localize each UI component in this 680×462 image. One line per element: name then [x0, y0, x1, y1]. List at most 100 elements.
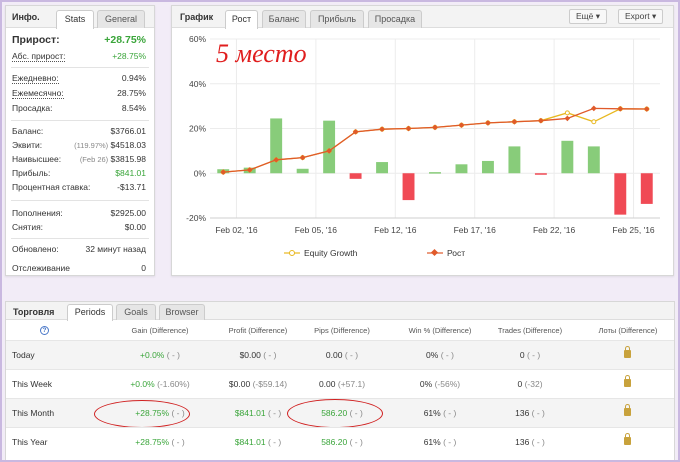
legend-equity-growth: Equity Growth: [304, 248, 358, 258]
info-header: Инфо. Stats General: [6, 6, 154, 29]
equity-growth-line: [223, 108, 647, 173]
growth-point: [326, 148, 332, 154]
chart-legend: Equity Growth Рост: [284, 248, 465, 258]
help-icon[interactable]: ?: [40, 326, 49, 335]
growth-point: [299, 154, 306, 161]
growth-chart: 60%40%20%0%-20% Feb 02, '16 Feb 05, '16 Fe…: [186, 34, 660, 258]
growth-value: +28.75%: [104, 34, 146, 46]
col-win[interactable]: Win % (Difference): [408, 326, 472, 335]
tab-browser[interactable]: Browser: [159, 304, 205, 320]
info-title: Инфо.: [12, 12, 40, 22]
info-panel: Инфо. Stats General Прирост: +28.75% Абс…: [5, 5, 155, 276]
trading-panel: Торговля Periods Goals Browser ? Gain (D…: [5, 301, 675, 462]
drawdown-label: Просадка:: [12, 103, 53, 113]
export-button[interactable]: Export ▾: [618, 9, 664, 24]
abs-growth-value: +28.75%: [112, 51, 146, 61]
win-value: 0%: [426, 350, 439, 360]
growth-point: [485, 120, 491, 126]
col-profit[interactable]: Profit (Difference): [228, 326, 288, 335]
growth-point: [273, 156, 280, 163]
trades-diff: ( - ): [526, 350, 541, 360]
chart-panel: График Рост Баланс Прибыль Просадка Ещё …: [171, 5, 674, 276]
equity-note: (119.97%): [74, 141, 109, 150]
export-button-label: Export: [625, 11, 650, 21]
growth-point: [538, 117, 544, 124]
chart-bar: [534, 173, 547, 175]
tab-profit[interactable]: Прибыль: [310, 10, 364, 28]
col-lots[interactable]: Лоты (Difference): [598, 326, 658, 335]
trades-value: 136: [515, 408, 530, 418]
trading-header: Торговля Periods Goals Browser: [6, 302, 674, 321]
win-diff: ( - ): [443, 437, 457, 447]
x-tick-label: Feb 12, '16: [374, 225, 417, 235]
growth-point: [643, 106, 650, 112]
pips-diff: (+57.1): [337, 379, 366, 389]
chart-bar: [349, 173, 362, 179]
balance-value: $3766.01: [110, 126, 146, 136]
tab-drawdown[interactable]: Просадка: [368, 10, 422, 28]
trades-diff: (-32): [524, 379, 543, 389]
x-tick-label: Feb 22, '16: [533, 225, 576, 235]
trades-value: 136: [515, 437, 530, 447]
chevron-down-icon: ▾: [595, 11, 601, 21]
col-pips[interactable]: Pips (Difference): [314, 326, 370, 335]
growth-point: [352, 129, 359, 135]
y-tick-label: 40%: [189, 79, 206, 89]
equity-growth-point: [591, 119, 597, 125]
legend-growth: Рост: [447, 248, 465, 258]
tab-balance[interactable]: Баланс: [262, 10, 306, 28]
tab-goals[interactable]: Goals: [116, 304, 156, 320]
profit-diff: ( - ): [263, 350, 277, 360]
win-value: 0%: [419, 379, 433, 389]
x-tick-label: Feb 25, '16: [612, 225, 655, 235]
trades-value: 0: [519, 350, 525, 360]
trading-title: Торговля: [13, 307, 55, 317]
tab-periods[interactable]: Periods: [67, 304, 113, 321]
growth-point: [379, 126, 385, 132]
lock-icon[interactable]: [624, 346, 631, 358]
win-diff: ( - ): [443, 408, 457, 418]
tab-stats[interactable]: Stats: [56, 10, 94, 29]
withdrawals-value: $0.00: [124, 222, 146, 232]
col-trades[interactable]: Trades (Difference): [497, 326, 563, 335]
lock-icon[interactable]: [624, 375, 631, 387]
gain-value: +0.0%: [130, 379, 155, 389]
profit-diff: ( - ): [267, 408, 282, 418]
equity-label: Эквити:: [12, 140, 43, 150]
chart-header: График Рост Баланс Прибыль Просадка Ещё …: [172, 6, 673, 29]
trades-value: 0: [517, 379, 523, 389]
profit-value: $841.01: [234, 437, 266, 447]
lock-icon[interactable]: [624, 433, 631, 445]
growth-point: [432, 124, 438, 131]
chart-bar: [561, 140, 574, 174]
growth-point: [617, 105, 624, 112]
x-tick-label: Feb 05, '16: [295, 225, 338, 235]
profit-diff: ( - ): [267, 437, 282, 447]
growth-label: Прирост:: [12, 34, 60, 46]
tracking-label: Отслеживание: [12, 263, 71, 273]
more-button-label: Ещё: [576, 11, 594, 21]
lock-icon[interactable]: [624, 404, 631, 416]
row-label: This Year: [12, 437, 48, 447]
balance-label: Баланс:: [12, 126, 44, 136]
interest-label: Процентная ставка:: [12, 182, 91, 192]
tab-growth[interactable]: Рост: [225, 10, 258, 29]
pips-value: 0.00: [318, 379, 336, 389]
profit-value: $841.01: [115, 168, 146, 178]
col-gain[interactable]: Gain (Difference): [131, 326, 189, 335]
legend-equity-marker: [289, 250, 295, 256]
gain-value: +0.0%: [140, 350, 165, 360]
tab-general[interactable]: General: [97, 10, 145, 28]
table-row: Today +0.0% ( - ) $0.00 ( - ) 0.00 ( - )…: [6, 340, 674, 369]
chart-bar: [587, 146, 600, 174]
growth-point: [246, 167, 253, 173]
profit-label: Прибыль:: [12, 168, 51, 178]
ranking-annotation: 5 место: [216, 39, 307, 68]
y-tick-label: 60%: [189, 34, 206, 44]
x-tick-label: Feb 17, '16: [454, 225, 497, 235]
highest-value: $3815.98: [110, 154, 146, 164]
win-diff: ( - ): [440, 350, 454, 360]
deposits-value: $2925.00: [110, 208, 146, 218]
more-button[interactable]: Ещё ▾: [569, 9, 608, 24]
interest-value: -$13.71: [117, 182, 146, 192]
